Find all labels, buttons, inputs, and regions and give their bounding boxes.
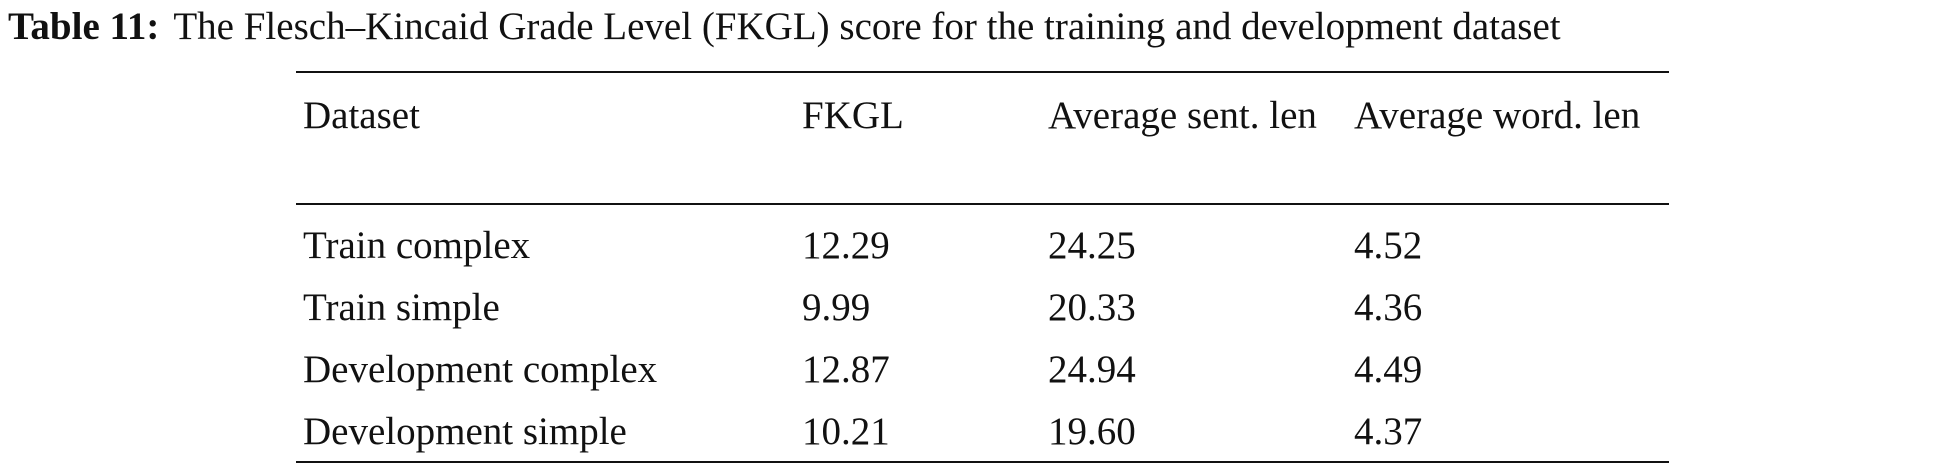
header-cell: Dataset bbox=[303, 94, 420, 137]
table-cell: 10.21 bbox=[802, 410, 890, 453]
table-cell: Train complex bbox=[303, 224, 531, 267]
table-cell: 4.52 bbox=[1354, 224, 1423, 267]
table-cell: 4.49 bbox=[1354, 348, 1423, 391]
table-cell: Development complex bbox=[303, 348, 658, 391]
table-cell: 20.33 bbox=[1048, 286, 1136, 329]
header-cell: Average sent. len bbox=[1048, 94, 1317, 137]
table-cell: 12.29 bbox=[802, 224, 890, 267]
table-cell: Development simple bbox=[303, 410, 627, 453]
table-cell: 24.25 bbox=[1048, 224, 1136, 267]
table-cell: 4.36 bbox=[1354, 286, 1423, 329]
table-cell: 24.94 bbox=[1048, 348, 1136, 391]
table-cell: 19.60 bbox=[1048, 410, 1136, 453]
header-cell: FKGL bbox=[802, 94, 904, 137]
table-cell: 4.37 bbox=[1354, 410, 1423, 453]
header-cell: Average word. len bbox=[1354, 94, 1641, 137]
table-cell: 12.87 bbox=[802, 348, 890, 391]
caption-text: The Flesch–Kincaid Grade Level (FKGL) sc… bbox=[173, 5, 1561, 48]
top-rule bbox=[296, 71, 1669, 73]
bottom-rule bbox=[296, 461, 1669, 463]
table-caption: Table 11: The Flesch–Kincaid Grade Level … bbox=[8, 4, 1561, 50]
mid-rule bbox=[296, 203, 1669, 205]
caption-label: Table 11: bbox=[8, 5, 160, 48]
table-cell: Train simple bbox=[303, 286, 500, 329]
table-cell: 9.99 bbox=[802, 286, 871, 329]
